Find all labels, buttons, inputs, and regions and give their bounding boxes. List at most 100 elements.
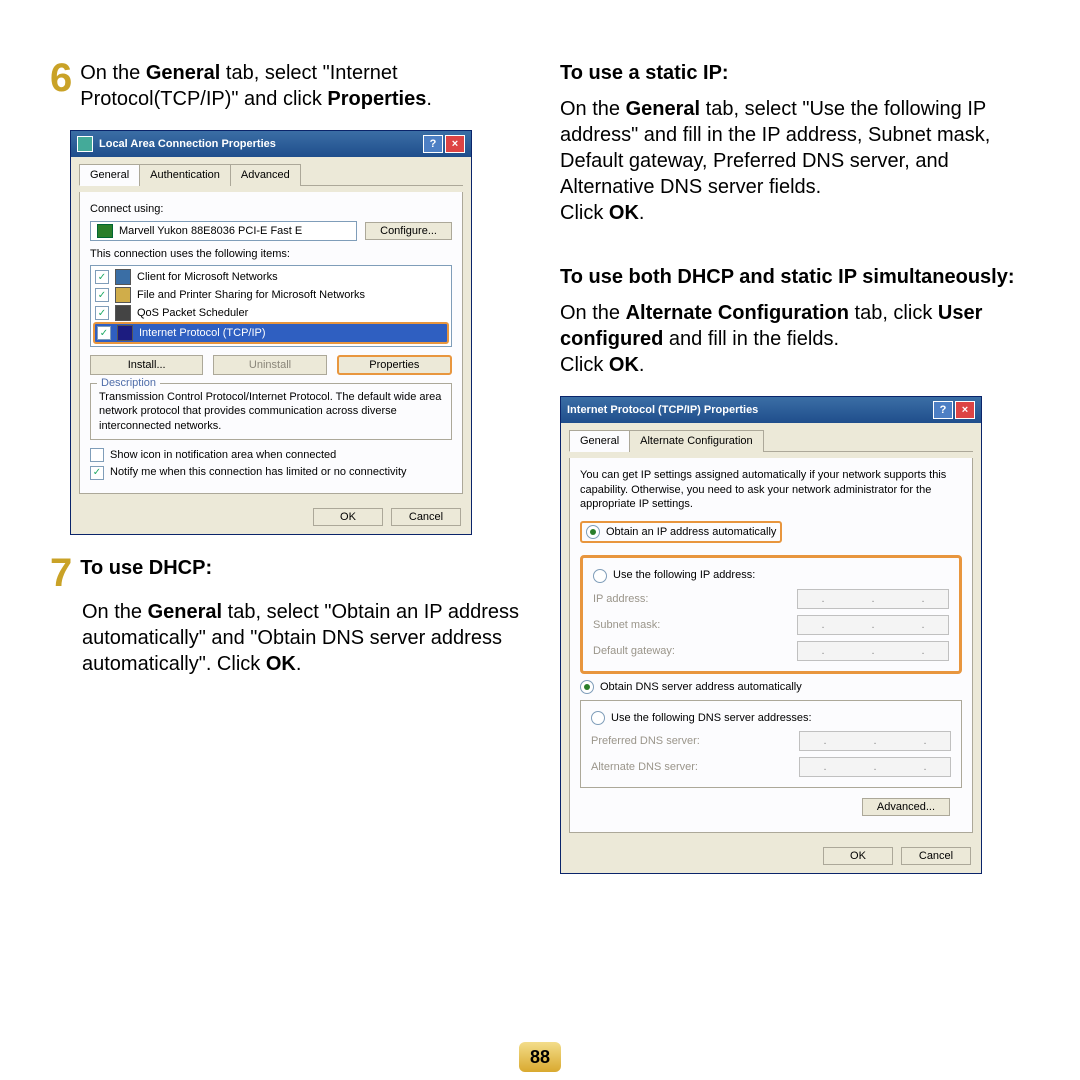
list-item-qos[interactable]: ✓ QoS Packet Scheduler [93,304,449,322]
step-7-number: 7 [50,555,72,591]
use-ip-group: Use the following IP address: IP address… [580,555,962,673]
dlg2-titlebar[interactable]: Internet Protocol (TCP/IP) Properties ? … [561,397,981,423]
adns-label: Alternate DNS server: [591,760,799,774]
be: and fill in the fields. [663,328,839,350]
checkbox[interactable]: ✓ [97,326,111,340]
tab-advanced[interactable]: Advanced [230,164,301,186]
checkbox[interactable]: ✓ [90,466,104,480]
subnet-input[interactable]: ... [797,615,949,635]
description-title: Description [97,376,160,390]
dlg1-tabs: General Authentication Advanced [79,163,463,186]
ip-input[interactable]: ... [797,589,949,609]
adns-input[interactable]: ... [799,757,951,777]
list-item-client[interactable]: ✓ Client for Microsoft Networks [93,268,449,286]
radio-auto-ip[interactable]: Obtain an IP address automatically [580,521,782,543]
nic-name: Marvell Yukon 88E8036 PCI-E Fast E [119,224,302,238]
dlg1-titlebar[interactable]: Local Area Connection Properties ? × [71,131,471,157]
show-icon-checkbox[interactable]: Show icon in notification area when conn… [90,448,452,462]
list-item-tcpip[interactable]: ✓ Internet Protocol (TCP/IP) [93,322,449,344]
uninstall-button: Uninstall [213,355,326,375]
subnet-label: Subnet mask: [593,618,797,632]
description-group: Description Transmission Control Protoco… [90,383,452,440]
rd: Click [560,202,609,224]
step6-seg-e: . [426,88,432,110]
tab-authentication[interactable]: Authentication [139,164,231,186]
auto-ip-label: Obtain an IP address automatically [606,525,776,539]
properties-button[interactable]: Properties [337,355,452,375]
gateway-label: Default gateway: [593,644,797,658]
static-ip-heading: To use a static IP: [560,60,1030,86]
tcpip-properties-dialog: Internet Protocol (TCP/IP) Properties ? … [560,396,982,874]
qos-icon [115,305,131,321]
advanced-button[interactable]: Advanced... [862,798,950,816]
notify-label: Notify me when this connection has limit… [110,465,407,479]
checkbox[interactable]: ✓ [95,306,109,320]
auto-dns-label: Obtain DNS server address automatically [600,680,802,694]
radio-use-dns[interactable]: Use the following DNS server addresses: [591,711,951,725]
bg: OK [609,354,639,376]
radio-icon [586,525,600,539]
bb: Alternate Configuration [626,302,849,324]
checkbox[interactable]: ✓ [95,288,109,302]
items-label: This connection uses the following items… [90,247,452,261]
ba: On the [560,302,626,324]
re: OK [609,202,639,224]
configure-button[interactable]: Configure... [365,222,452,240]
item-tcpip-label: Internet Protocol (TCP/IP) [139,326,266,340]
right-column: To use a static IP: On the General tab, … [560,60,1030,894]
use-dns-label: Use the following DNS server addresses: [611,711,812,725]
show-icon-label: Show icon in notification area when conn… [110,448,336,462]
radio-icon [593,569,607,583]
tab-alternate[interactable]: Alternate Configuration [629,430,764,452]
dlg1-title: Local Area Connection Properties [99,137,276,151]
radio-icon [580,680,594,694]
close-button[interactable]: × [955,401,975,419]
use-dns-group: Use the following DNS server addresses: … [580,700,962,788]
dlg2-tabs: General Alternate Configuration [569,429,973,452]
s7b: General [148,601,222,623]
cancel-button[interactable]: Cancel [391,508,461,526]
step-6-number: 6 [50,60,72,96]
pdns-input[interactable]: ... [799,731,951,751]
connection-items-list[interactable]: ✓ Client for Microsoft Networks ✓ File a… [90,265,452,347]
tab-general[interactable]: General [79,164,140,186]
item-file-label: File and Printer Sharing for Microsoft N… [137,288,365,302]
s7d: OK [266,653,296,675]
ok-button[interactable]: OK [823,847,893,865]
description-text: Transmission Control Protocol/Internet P… [99,390,443,433]
cancel-button[interactable]: Cancel [901,847,971,865]
step-7-block: 7 To use DHCP: [50,555,520,581]
step6-seg-d: Properties [327,88,426,110]
ip-label: IP address: [593,592,797,606]
tcpip-icon [117,325,133,341]
ok-button[interactable]: OK [313,508,383,526]
bf: Click [560,354,609,376]
dlg1-panel: Connect using: Marvell Yukon 88E8036 PCI… [79,192,463,493]
gateway-input[interactable]: ... [797,641,949,661]
install-button[interactable]: Install... [90,355,203,375]
notify-checkbox[interactable]: ✓ Notify me when this connection has lim… [90,465,452,479]
connect-using-label: Connect using: [90,202,452,216]
checkbox[interactable] [90,448,104,462]
bc: tab, click [849,302,938,324]
list-item-file[interactable]: ✓ File and Printer Sharing for Microsoft… [93,286,449,304]
rf: . [639,202,645,224]
item-qos-label: QoS Packet Scheduler [137,306,248,320]
s7e: . [296,653,302,675]
step7-text: On the General tab, select "Obtain an IP… [82,599,520,677]
radio-auto-dns[interactable]: Obtain DNS server address automatically [580,680,962,694]
radio-use-ip[interactable]: Use the following IP address: [593,568,949,582]
both-heading: To use both DHCP and static IP simultane… [560,264,1030,290]
nic-icon [97,224,113,238]
help-button[interactable]: ? [933,401,953,419]
close-button[interactable]: × [445,135,465,153]
nic-field: Marvell Yukon 88E8036 PCI-E Fast E [90,221,357,241]
tab-general[interactable]: General [569,430,630,452]
file-share-icon [115,287,131,303]
pdns-label: Preferred DNS server: [591,734,799,748]
both-text: On the Alternate Configuration tab, clic… [560,300,1030,378]
lan-properties-dialog: Local Area Connection Properties ? × Gen… [70,130,472,535]
help-button[interactable]: ? [423,135,443,153]
s7a: On the [82,601,148,623]
checkbox[interactable]: ✓ [95,270,109,284]
